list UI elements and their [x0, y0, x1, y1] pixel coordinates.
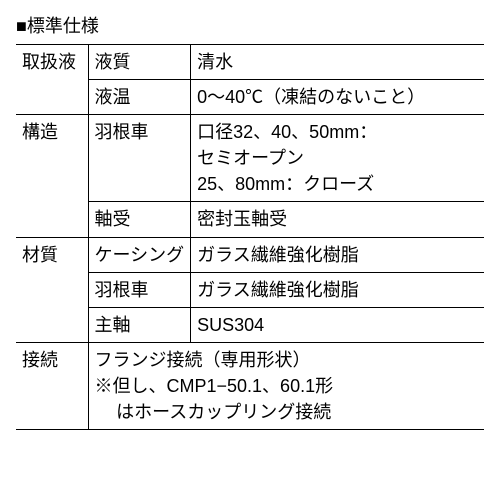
section-material: 材質: [16, 237, 88, 342]
cell-impeller-label: 羽根車: [88, 115, 191, 202]
impeller-line2: セミオープン: [197, 148, 304, 168]
cell-mat-impeller-label: 羽根車: [88, 272, 191, 307]
cell-liquid-quality-label: 液質: [88, 45, 191, 80]
spec-table: 取扱液 液質 清水 液温 0〜40℃（凍結のないこと） 構造 羽根車 口径32、…: [16, 44, 484, 430]
table-row: 接続 フランジ接続（専用形状） ※但し、CMP1−50.1、60.1形 はホース…: [16, 342, 484, 429]
cell-bearing-value: 密封玉軸受: [191, 202, 484, 237]
cell-liquid-temp-label: 液温: [88, 80, 191, 115]
cell-casing-value: ガラス繊維強化樹脂: [191, 237, 484, 272]
table-row: 材質 ケーシング ガラス繊維強化樹脂: [16, 237, 484, 272]
impeller-line3: 25、80mm：クローズ: [197, 174, 374, 194]
cell-liquid-quality-value: 清水: [191, 45, 484, 80]
cell-connection-value: フランジ接続（専用形状） ※但し、CMP1−50.1、60.1形 はホースカップ…: [88, 342, 484, 429]
section-connection: 接続: [16, 342, 88, 429]
cell-shaft-label: 主軸: [88, 307, 191, 342]
cell-bearing-label: 軸受: [88, 202, 191, 237]
impeller-line1: 口径32、40、50mm：: [197, 122, 377, 142]
cell-casing-label: ケーシング: [88, 237, 191, 272]
cell-mat-impeller-value: ガラス繊維強化樹脂: [191, 272, 484, 307]
cell-shaft-value: SUS304: [191, 307, 484, 342]
connection-line3: はホースカップリング接続: [95, 399, 479, 425]
section-structure: 構造: [16, 115, 88, 237]
table-row: 構造 羽根車 口径32、40、50mm： セミオープン 25、80mm：クローズ: [16, 115, 484, 202]
cell-impeller-value: 口径32、40、50mm： セミオープン 25、80mm：クローズ: [191, 115, 484, 202]
cell-liquid-temp-value: 0〜40℃（凍結のないこと）: [191, 80, 484, 115]
table-row: 取扱液 液質 清水: [16, 45, 484, 80]
title: ■標準仕様: [16, 12, 484, 38]
connection-line1: フランジ接続（専用形状）: [95, 350, 311, 370]
connection-line2: ※但し、CMP1−50.1、60.1形: [95, 376, 334, 396]
section-handling: 取扱液: [16, 45, 88, 115]
